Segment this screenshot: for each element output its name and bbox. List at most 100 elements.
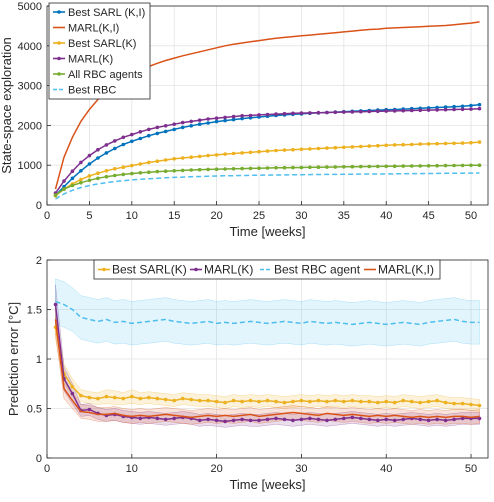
data-point-marl-k (104, 143, 109, 147)
data-point-best-sarl-k (113, 395, 117, 400)
data-point-best-sarl-k (282, 148, 287, 152)
legend-label: Best SARL(K) (112, 263, 187, 277)
data-point-best-sarl-k (121, 396, 126, 401)
data-point-best-sarl-k (409, 399, 414, 404)
legend-marker (57, 56, 61, 61)
data-point-all-rbc-agents (130, 171, 134, 176)
data-point-marl-k (376, 418, 380, 423)
x-tick-label: 20 (210, 463, 222, 475)
data-point-all-rbc-agents (384, 164, 389, 169)
data-point-best-sarl-k (265, 149, 270, 153)
bottom-grid (46, 259, 488, 459)
data-point-best-sarl-k (359, 399, 363, 404)
data-point-marl-k (291, 111, 295, 116)
legend-marker (57, 10, 61, 14)
bottom-x-axis-label: Time [weeks] (229, 477, 305, 492)
data-point-best-sarl-k (79, 177, 83, 182)
data-point-best-sarl-k (155, 159, 160, 163)
y-tick-label: 4000 (18, 41, 42, 53)
data-point-marl-k (147, 127, 151, 132)
data-point-best-sarl-k (155, 396, 160, 401)
legend-marker (194, 267, 198, 272)
data-point-marl-k (291, 418, 295, 423)
data-point-marl-k (350, 110, 355, 114)
data-point-best-sarl-k (197, 398, 202, 403)
data-point-best-sarl-k (401, 142, 406, 147)
data-point-best-sarl-k-i (189, 124, 193, 128)
data-point-marl-k (460, 416, 465, 421)
data-point-marl-k (443, 107, 448, 112)
data-point-best-sarl-k (460, 141, 465, 145)
data-point-best-sarl-k (469, 402, 473, 407)
x-tick-label: 40 (380, 210, 392, 222)
data-point-all-rbc-agents (214, 167, 219, 171)
data-point-marl-k (342, 416, 346, 421)
legend-label: MARL(K,I) (68, 23, 119, 35)
legend-label: All RBC agents (68, 69, 143, 81)
data-point-all-rbc-agents (291, 165, 295, 170)
data-point-best-sarl-k-i (121, 142, 126, 147)
data-point-marl-k (299, 417, 304, 422)
y-tick-label: 1 (36, 354, 42, 366)
data-point-best-sarl-k (477, 403, 482, 408)
y-tick-label: 0 (36, 453, 42, 465)
data-point-marl-k (87, 153, 92, 158)
data-point-marl-k (257, 113, 261, 117)
data-point-best-sarl-k (367, 144, 372, 148)
data-point-marl-k (248, 113, 253, 118)
data-point-marl-k (155, 416, 160, 421)
data-point-marl-k (214, 116, 219, 120)
data-point-all-rbc-agents (443, 163, 448, 168)
data-point-best-sarl-k (291, 147, 295, 152)
legend-label: Best SARL (K,I) (68, 7, 145, 19)
data-point-marl-k (409, 108, 414, 113)
data-point-marl-k (308, 111, 312, 115)
data-point-best-sarl-k (163, 158, 168, 162)
data-point-all-rbc-agents (392, 164, 397, 168)
data-point-marl-k (87, 407, 92, 412)
data-point-marl-k (359, 416, 363, 421)
data-point-all-rbc-agents (452, 163, 456, 168)
data-point-all-rbc-agents (172, 169, 176, 173)
data-point-best-sarl-k (130, 163, 134, 168)
data-point-marl-k (70, 169, 75, 173)
data-point-best-sarl-k-i (172, 127, 176, 132)
state-space-exploration-chart: 0 5 10 15 20 25 30 35 40 45 50 0 1000 2000 3000 4000 500… (0, 1, 489, 239)
data-point-marl-k (163, 417, 168, 422)
data-point-all-rbc-agents (189, 168, 193, 172)
data-point-best-sarl-k (163, 397, 168, 402)
x-tick-label: 45 (423, 210, 435, 222)
data-point-best-sarl-k (392, 143, 397, 147)
data-point-marl-k (180, 120, 185, 125)
bottom-ticks: 0 10 20 30 40 50 0 0.5 1 1.5 2 (27, 255, 477, 475)
data-point-marl-k (240, 417, 244, 422)
data-point-marl-k (477, 416, 482, 421)
x-tick-label: 40 (380, 463, 392, 475)
data-point-best-sarl-k-i (147, 133, 151, 138)
data-point-best-sarl-k (274, 399, 278, 404)
data-point-best-sarl-k (180, 396, 185, 401)
x-tick-label: 0 (44, 463, 50, 475)
data-point-all-rbc-agents (426, 164, 431, 168)
data-point-all-rbc-agents (418, 164, 423, 168)
data-point-marl-k (138, 416, 143, 421)
data-point-marl-k (367, 417, 372, 422)
x-tick-label: 25 (253, 210, 265, 222)
y-tick-label: 1000 (18, 160, 42, 172)
data-point-best-sarl-k (172, 157, 176, 161)
data-point-all-rbc-agents (163, 169, 168, 173)
data-point-marl-k (206, 417, 210, 422)
data-point-best-sarl-k-i (231, 117, 236, 122)
data-point-all-rbc-agents (359, 164, 363, 169)
data-point-marl-k (214, 418, 219, 423)
data-point-marl-k (333, 417, 338, 422)
data-point-marl-k (367, 109, 372, 114)
data-point-best-sarl-k (460, 401, 465, 406)
y-tick-label: 5000 (18, 1, 42, 13)
data-point-best-sarl-k (180, 156, 185, 160)
data-point-best-sarl-k (316, 146, 321, 151)
data-point-best-sarl-k (350, 145, 355, 149)
data-point-all-rbc-agents (367, 164, 372, 169)
data-point-all-rbc-agents (87, 178, 92, 183)
